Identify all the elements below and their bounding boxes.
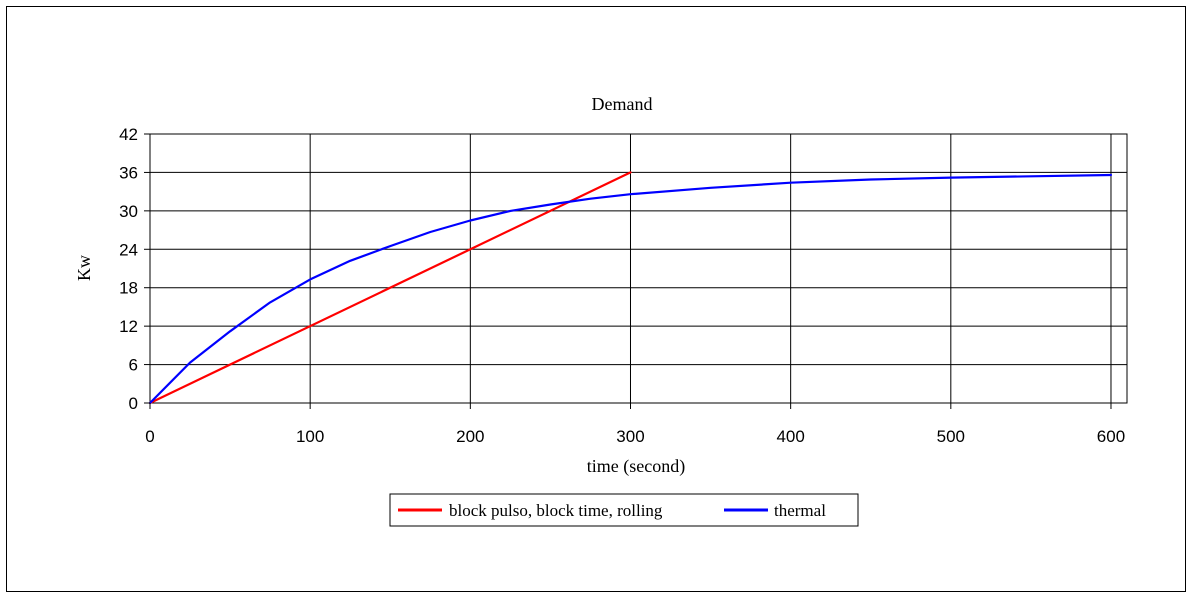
legend-label-block-pulso: block pulso, block time, rolling: [449, 501, 663, 520]
y-tick-label: 30: [119, 202, 138, 221]
legend-label-thermal: thermal: [774, 501, 826, 520]
chart-title: Demand: [592, 94, 653, 114]
x-tick-label: 200: [456, 427, 484, 446]
x-tick-label: 0: [145, 427, 154, 446]
y-axis-label: Kw: [74, 255, 94, 281]
x-tick-label: 500: [937, 427, 965, 446]
y-tick-label: 6: [129, 356, 138, 375]
legend: block pulso, block time, rolling thermal: [389, 493, 859, 527]
series-lines: [148, 171, 1113, 405]
y-tick-label: 18: [119, 279, 138, 298]
x-tick-label: 600: [1097, 427, 1125, 446]
y-tick-label: 24: [119, 240, 138, 259]
series-line-block-pulso: [148, 171, 632, 405]
y-tick-label: 36: [119, 163, 138, 182]
axes: 0 6 12 18 24 30 36 42 0 100 200 300 400 500 600: [119, 125, 1125, 446]
legend-box: [389, 493, 859, 527]
grid-lines: [150, 133, 1127, 403]
y-tick-label: 42: [119, 125, 138, 144]
x-tick-label: 400: [776, 427, 804, 446]
y-tick-label: 12: [119, 317, 138, 336]
y-tick-label: 0: [129, 394, 138, 413]
x-axis-label: time (second): [587, 456, 685, 477]
series-line-thermal: [148, 173, 1113, 405]
x-tick-label: 100: [296, 427, 324, 446]
x-tick-label: 300: [616, 427, 644, 446]
plot-area: [149, 133, 1128, 404]
